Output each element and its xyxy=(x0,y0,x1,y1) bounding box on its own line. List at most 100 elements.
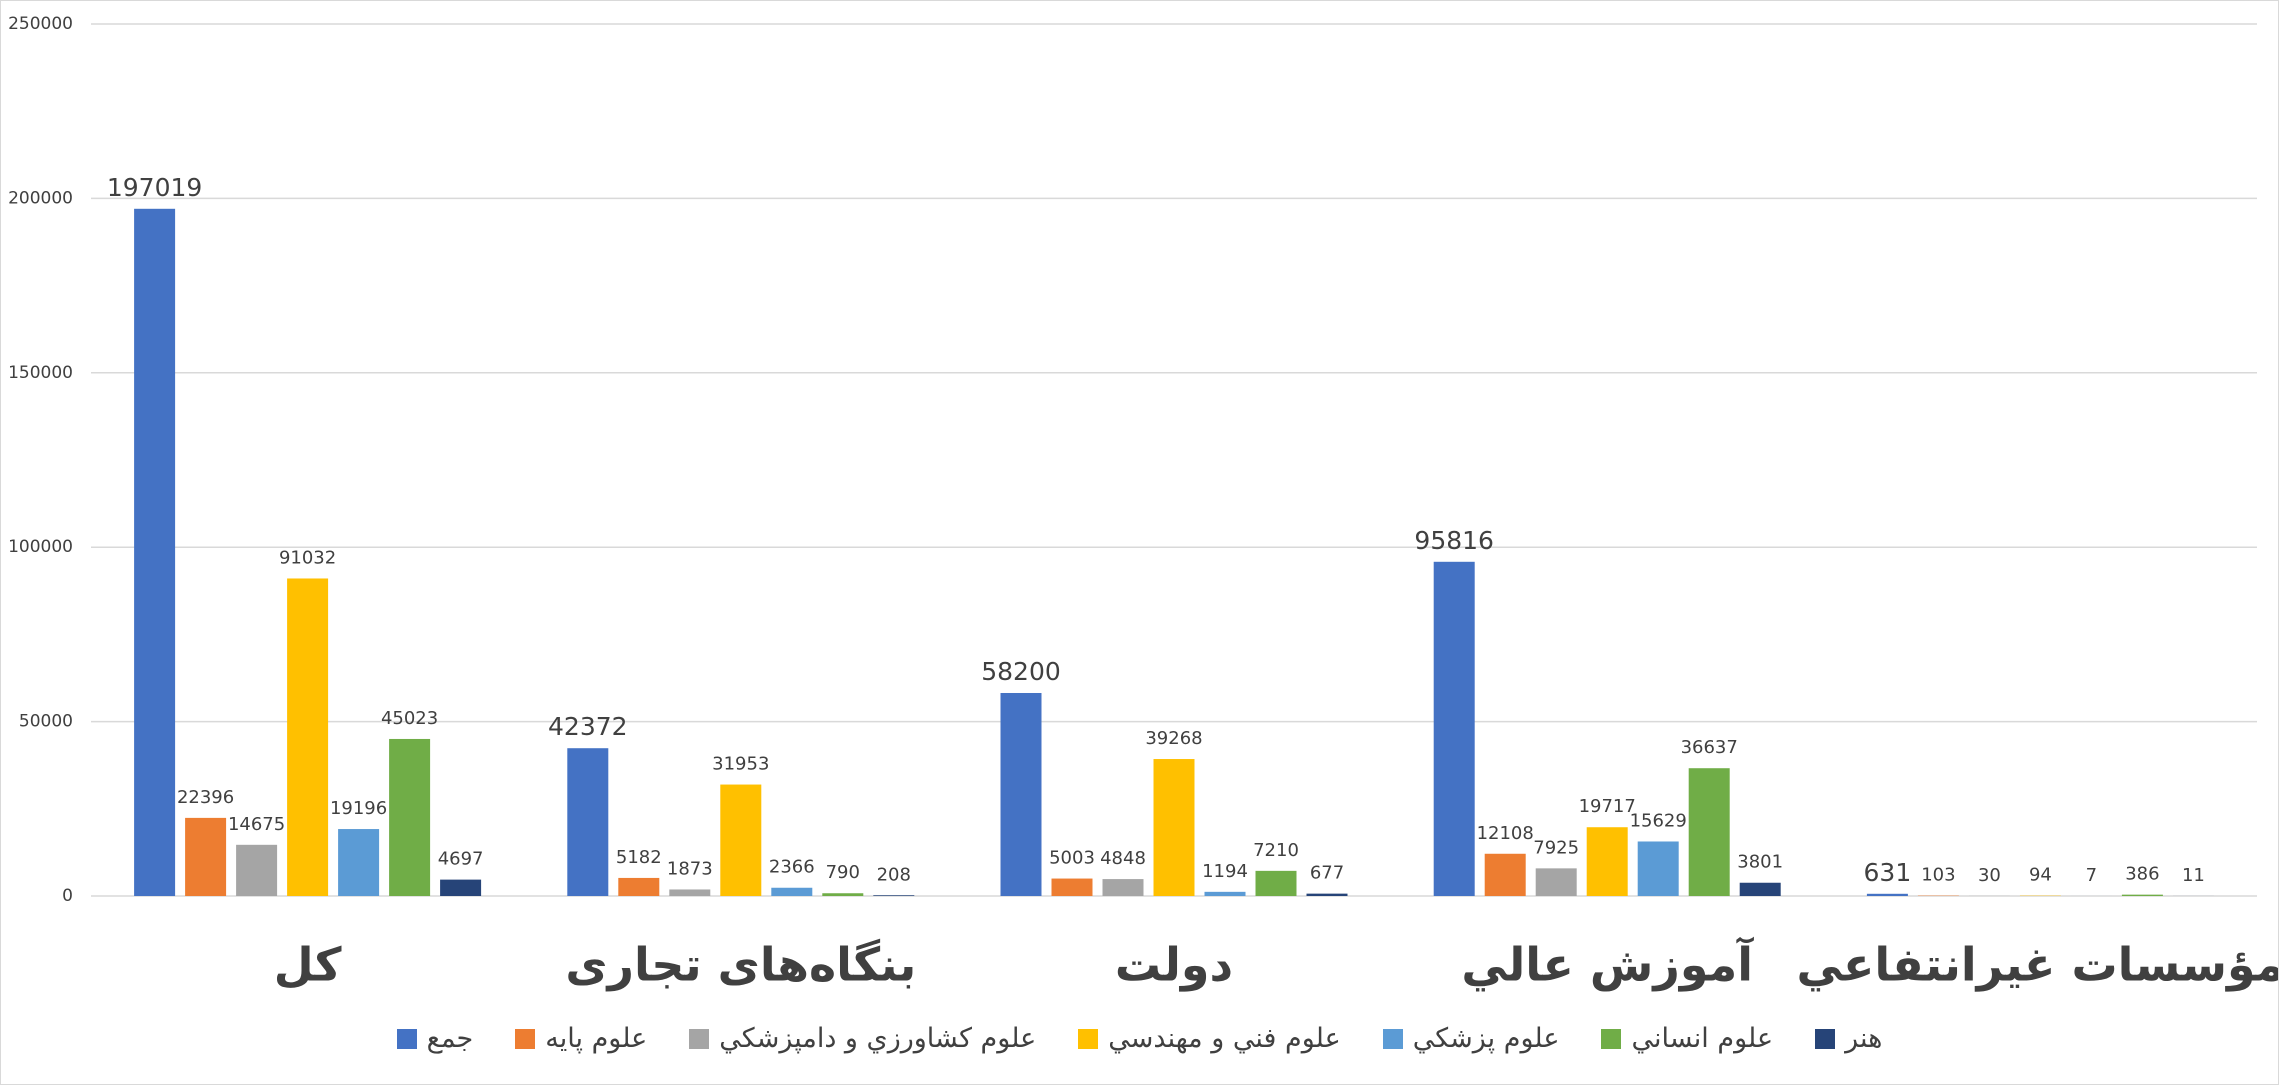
data-label: 3801 xyxy=(1737,852,1783,873)
data-label: 19196 xyxy=(330,798,387,819)
data-label: 14675 xyxy=(228,814,285,835)
data-label: 36637 xyxy=(1681,737,1738,758)
bar xyxy=(1153,759,1195,896)
bar xyxy=(771,887,813,896)
data-label: 19717 xyxy=(1579,796,1636,817)
bar xyxy=(822,893,864,896)
data-label: 42372 xyxy=(548,712,628,741)
bar xyxy=(1433,561,1475,896)
bar xyxy=(338,829,380,896)
bar xyxy=(185,817,227,896)
data-label: 386 xyxy=(2125,864,2159,885)
legend-swatch xyxy=(396,1028,417,1049)
legend: جمع علوم پايه علوم كشاورزي و دامپزشكي علوم … xyxy=(1,1023,2278,1054)
legend-swatch xyxy=(1601,1028,1622,1049)
legend-item: علوم كشاورزي و دامپزشكي xyxy=(689,1023,1036,1054)
y-tick-label: 150000 xyxy=(8,363,73,383)
bar xyxy=(1204,891,1246,896)
legend-swatch xyxy=(689,1028,710,1049)
bar xyxy=(1102,879,1144,896)
legend-item: علوم انساني xyxy=(1601,1023,1773,1054)
x-tick-label: دولت xyxy=(1115,938,1233,992)
bar xyxy=(389,738,431,896)
data-label: 30 xyxy=(1978,865,2001,886)
data-label: 22396 xyxy=(177,787,234,808)
data-label: 197019 xyxy=(107,173,202,202)
legend-label: علوم كشاورزي و دامپزشكي xyxy=(719,1023,1037,1054)
data-label: 7210 xyxy=(1253,840,1299,861)
bar xyxy=(1688,768,1730,896)
data-label: 95816 xyxy=(1414,526,1494,555)
y-tick-label: 200000 xyxy=(8,188,73,208)
legend-label: علوم پايه xyxy=(545,1023,648,1054)
legend-label: علوم پزشكي xyxy=(1412,1023,1560,1054)
legend-swatch xyxy=(1815,1028,1836,1049)
x-tick-label: كل xyxy=(274,938,342,992)
legend-label: علوم انساني xyxy=(1631,1023,1774,1054)
bar xyxy=(1255,870,1297,896)
bar xyxy=(1484,853,1526,896)
legend-swatch xyxy=(515,1028,536,1049)
data-label: 677 xyxy=(1310,863,1344,884)
y-tick-label: 250000 xyxy=(8,14,73,34)
bar xyxy=(1637,841,1679,896)
legend-item: هنر xyxy=(1815,1023,1882,1054)
bar xyxy=(1739,882,1781,896)
legend-item: علوم پايه xyxy=(515,1023,647,1054)
data-label: 1873 xyxy=(667,858,713,879)
bar xyxy=(440,879,482,896)
data-label: 2366 xyxy=(769,857,815,878)
bar xyxy=(669,889,711,896)
bar xyxy=(1586,827,1628,896)
data-label: 631 xyxy=(1864,858,1912,887)
data-label: 4848 xyxy=(1100,848,1146,869)
data-label: 5182 xyxy=(616,847,662,868)
bar xyxy=(236,844,278,896)
legend-label: هنر xyxy=(1845,1023,1883,1054)
y-tick-label: 50000 xyxy=(19,712,73,732)
data-label: 31953 xyxy=(712,754,769,775)
legend-swatch xyxy=(1078,1028,1099,1049)
data-label: 58200 xyxy=(981,657,1061,686)
plot: 0 50000 100000 150000 200000 250000 كل 197019 22… xyxy=(8,14,2278,992)
bar xyxy=(2121,894,2163,896)
bar xyxy=(720,784,762,896)
bar xyxy=(134,208,176,896)
data-label: 5003 xyxy=(1049,848,1095,869)
legend-swatch xyxy=(1382,1028,1403,1049)
data-label: 39268 xyxy=(1145,728,1202,749)
bar xyxy=(873,895,915,896)
bar xyxy=(567,748,609,896)
data-label: 7925 xyxy=(1533,837,1579,858)
data-label: 208 xyxy=(877,864,911,885)
x-tick-label: مؤسسات غيرانتفاعي xyxy=(1796,938,2278,992)
data-label: 1194 xyxy=(1202,861,1248,882)
bar xyxy=(1866,893,1908,896)
bar xyxy=(287,578,329,896)
data-label: 15629 xyxy=(1630,810,1687,831)
bar xyxy=(1000,692,1042,896)
data-label: 11 xyxy=(2182,865,2205,886)
y-tick-label: 100000 xyxy=(8,537,73,557)
data-label: 45023 xyxy=(381,708,438,729)
bar xyxy=(1535,868,1577,896)
data-label: 91032 xyxy=(279,547,336,568)
x-tick-label: بنگاه‌های تجاری xyxy=(565,938,916,992)
data-label: 103 xyxy=(1921,865,1955,886)
legend-item: علوم فني و مهندسي xyxy=(1078,1023,1341,1054)
bar xyxy=(1306,893,1348,896)
legend-item: علوم پزشكي xyxy=(1382,1023,1560,1054)
x-tick-label: آموزش عالي xyxy=(1461,937,1754,992)
y-tick-label: 0 xyxy=(62,886,73,906)
data-label: 94 xyxy=(2029,865,2052,886)
legend-item: جمع xyxy=(396,1023,474,1054)
bar xyxy=(1051,878,1093,896)
bar xyxy=(618,877,660,896)
data-label: 790 xyxy=(826,862,860,883)
data-label: 12108 xyxy=(1477,823,1534,844)
data-label: 7 xyxy=(2086,865,2097,886)
legend-label: جمع xyxy=(426,1023,474,1054)
data-label: 4697 xyxy=(438,849,484,870)
legend-label: علوم فني و مهندسي xyxy=(1108,1023,1341,1054)
